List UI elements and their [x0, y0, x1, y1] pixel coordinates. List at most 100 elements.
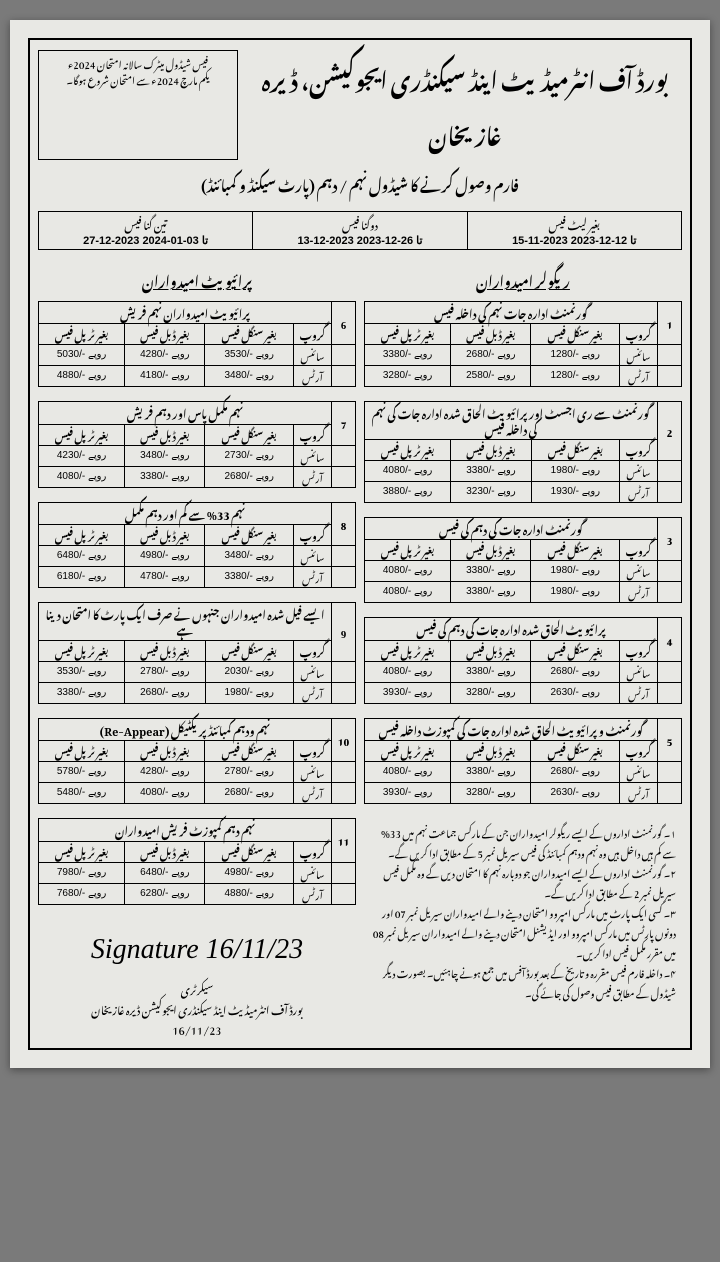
table-number: 5 — [658, 718, 682, 761]
col-double: بغیر ڈبل فیس — [125, 841, 205, 862]
fee: 2680/- روپے — [205, 783, 294, 804]
fee: 2680/- روپے — [451, 345, 531, 366]
fee: 2580/- روپے — [451, 366, 531, 387]
table-number: 8 — [332, 502, 356, 545]
fee: 2680/- روپے — [205, 466, 294, 487]
col-triple: بغیر ٹرپل فیس — [365, 439, 451, 460]
fee: 1980/- روپے — [531, 582, 620, 603]
fee: 2630/- روپے — [531, 682, 620, 703]
fee: 3530/- روپے — [39, 661, 125, 682]
fee: 1930/- روپے — [531, 481, 619, 502]
fee: 3380/- روپے — [365, 345, 451, 366]
fee: 3380/- روپے — [451, 582, 531, 603]
fee: 3380/- روپے — [125, 466, 205, 487]
col-single: بغیر سنگل فیس — [205, 424, 294, 445]
fee: 3380/- روپے — [451, 762, 531, 783]
fee-table-4: 4 پرائیویٹ الحاق شدہ ادارہ جات کی دہم کی… — [364, 617, 682, 703]
date-row: بغیر لیٹ فیس 15-11-2023 تا 12-12-2023 دو… — [38, 211, 682, 250]
fee: 2780/- روپے — [205, 762, 294, 783]
row-arts: آرٹس — [294, 466, 332, 487]
fee: 3380/- روپے — [451, 561, 531, 582]
row-arts: آرٹس — [294, 366, 332, 387]
fee: 4980/- روپے — [205, 862, 294, 883]
fee: 3530/- روپے — [205, 345, 294, 366]
col-triple: بغیر ٹرپل فیس — [39, 524, 125, 545]
row-arts: آرٹس — [294, 682, 332, 703]
col-single: بغیر سنگل فیس — [205, 324, 294, 345]
col-triple: بغیر ٹرپل فیس — [365, 540, 451, 561]
fee: 1980/- روپے — [205, 682, 293, 703]
header: بورڈ آف انٹرمیڈیٹ اینڈ سیکنڈری ایجوکیشن،… — [38, 50, 682, 160]
date-cell-3: تین گنا فیس 27-12-2023 تا 03-01-2024 — [39, 212, 252, 249]
col-double: بغیر ڈبل فیس — [125, 640, 205, 661]
signature-block: Signature 16/11/23 سیکرٹری بورڈ آف انٹرم… — [38, 925, 356, 1039]
col-triple: بغیر ٹرپل فیس — [365, 741, 451, 762]
signature-date: 16/11/23 — [38, 1019, 356, 1039]
fee: 3380/- روپے — [451, 661, 531, 682]
fee: 4080/- روپے — [39, 466, 125, 487]
fee: 2030/- روپے — [205, 661, 293, 682]
col-group: گروپ — [294, 424, 332, 445]
fee-table-2: 2 گورنمنٹ سے ری اجسٹ اور پرائیویٹ الحاق … — [364, 401, 682, 503]
fee: 5480/- روپے — [39, 783, 125, 804]
col-double: بغیر ڈبل فیس — [125, 741, 205, 762]
fee: 4880/- روپے — [205, 883, 294, 904]
fee: 3230/- روپے — [451, 481, 532, 502]
fee: 4080/- روپے — [365, 561, 451, 582]
private-heading: پرائیویٹ امیدواران — [38, 262, 356, 297]
subtitle: فارم وصول کرنے کا شیڈول نہم / دہم (پارٹ … — [38, 166, 682, 201]
row-arts: آرٹس — [620, 582, 658, 603]
fee: 4880/- روپے — [39, 366, 125, 387]
fee: 6180/- روپے — [39, 566, 125, 587]
fee: 4080/- روپے — [365, 661, 451, 682]
private-column: پرائیویٹ امیدواران 6 پرائیویٹ امیدواران … — [38, 262, 356, 1039]
row-arts: آرٹس — [620, 682, 658, 703]
fee: 1280/- روپے — [531, 345, 620, 366]
fee: 3380/- روپے — [205, 566, 294, 587]
col-double: بغیر ڈبل فیس — [451, 741, 531, 762]
table-number: 10 — [332, 718, 356, 761]
date2-range: 13-12-2023 تا 26-12-2023 — [257, 234, 462, 247]
col-triple: بغیر ٹرپل فیس — [365, 324, 451, 345]
note-3: ۳۔ کسی ایک پارٹ میں مارکس امپروو امتحان … — [370, 902, 676, 962]
fee: 4980/- روپے — [125, 545, 205, 566]
regular-heading: ریگولر امیدواران — [364, 262, 682, 297]
col-single: بغیر سنگل فیس — [531, 439, 619, 460]
board-title: بورڈ آف انٹرمیڈیٹ اینڈ سیکنڈری ایجوکیشن،… — [248, 50, 682, 160]
date1-label: بغیر لیٹ فیس — [472, 214, 677, 234]
row-arts: آرٹس — [620, 366, 658, 387]
table-number: 6 — [332, 301, 356, 344]
fee: 3380/- روپے — [451, 460, 532, 481]
fee: 3280/- روپے — [365, 366, 451, 387]
date3-label: تین گنا فیس — [43, 214, 248, 234]
fee: 4080/- روپے — [365, 582, 451, 603]
fee: 1280/- روپے — [531, 366, 620, 387]
fee: 3280/- روپے — [451, 783, 531, 804]
date3-range: 27-12-2023 تا 03-01-2024 — [43, 234, 248, 247]
col-triple: بغیر ٹرپل فیس — [39, 324, 125, 345]
fee-table-5: 5 گورنمنٹ و پرائیویٹ الحاق شدہ ادارہ جات… — [364, 718, 682, 804]
row-arts: آرٹس — [294, 883, 332, 904]
col-double: بغیر ڈبل فیس — [451, 540, 531, 561]
fee: 4080/- روپے — [365, 762, 451, 783]
fee-table-1: 1 گورنمنٹ ادارہ جات نہم کی داخلہ فیس گرو… — [364, 301, 682, 387]
date1-range: 15-11-2023 تا 12-12-2023 — [472, 234, 677, 247]
fee: 4280/- روپے — [125, 345, 205, 366]
fee: 1980/- روپے — [531, 460, 619, 481]
schedule-line2: یکم مارچ 2024ء سے امتحان شروع ہوگا۔ — [45, 71, 231, 87]
col-double: بغیر ڈبل فیس — [125, 524, 205, 545]
date2-label: دوگنا فیس — [257, 214, 462, 234]
fee-table-10: 10 نہم ودہم کمبائنڈ پریکٹیکل (Re-Appear)… — [38, 718, 356, 804]
row-arts: آرٹس — [294, 783, 332, 804]
col-single: بغیر سنگل فیس — [531, 640, 620, 661]
fee-table-6: 6 پرائیویٹ امیدواران نہم فریش گروپ بغیر … — [38, 301, 356, 387]
note-2: ۲۔ گورنمنٹ اداروں کے ایسے امیدواران جو د… — [370, 862, 676, 902]
fee: 5780/- روپے — [39, 762, 125, 783]
fee: 1980/- روپے — [531, 561, 620, 582]
fee: 3480/- روپے — [205, 545, 294, 566]
fee-table-8: 8 نہم 33% سے کم اور دہم مکمل گروپ بغیر س… — [38, 502, 356, 588]
regular-column: ریگولر امیدواران 1 گورنمنٹ ادارہ جات نہم… — [364, 262, 682, 1039]
fee: 6280/- روپے — [125, 883, 205, 904]
fee: 3480/- روپے — [205, 366, 294, 387]
fee: 4280/- روپے — [125, 762, 205, 783]
